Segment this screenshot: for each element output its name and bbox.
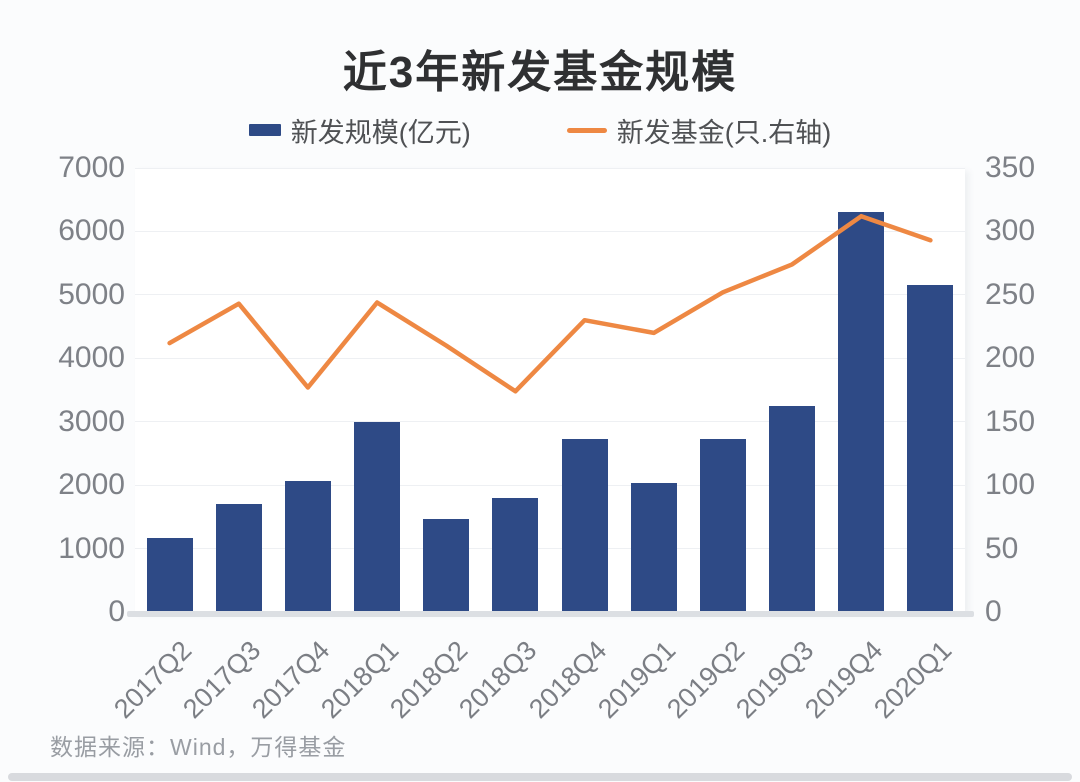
x-axis-label-2019Q3: 2019Q3 xyxy=(730,635,820,725)
gridline xyxy=(135,167,965,169)
source-note: 数据来源：Wind，万得基金 xyxy=(50,734,347,760)
legend-item-line-series: 新发基金(只.右轴) xyxy=(566,111,832,150)
gridline xyxy=(135,230,965,232)
left-axis-tick-label: 1000 xyxy=(58,531,125,565)
left-axis-tick-label: 0 xyxy=(108,595,125,628)
legend-item-bar-series: 新发规模(亿元) xyxy=(248,111,471,150)
x-axis-label-2017Q2: 2017Q2 xyxy=(107,635,197,725)
bottom-divider xyxy=(8,773,1072,781)
line-series-path xyxy=(167,213,933,394)
line-series-label: 新发基金(只.右轴) xyxy=(616,117,832,148)
x-axis-labels: 2017Q2 2017Q3 2017Q4 2018Q1 2018Q2 2018Q3 2018… xyxy=(108,617,965,724)
x-axis-label-2018Q3: 2018Q3 xyxy=(453,635,543,725)
right-axis-tick-label: 150 xyxy=(985,404,1036,438)
right-axis-tick-label: 300 xyxy=(985,214,1036,248)
right-axis-tick-label: 250 xyxy=(985,277,1036,311)
left-axis-tick-label: 4000 xyxy=(58,341,125,375)
bar-2018Q3 xyxy=(492,497,539,612)
gridline xyxy=(135,548,965,550)
bar-series-swatch xyxy=(248,124,281,136)
right-axis-tick-label: 0 xyxy=(985,595,1002,628)
left-axis-tick-label: 3000 xyxy=(58,404,125,438)
left-axis-tick-label: 7000 xyxy=(58,151,125,184)
bar-2019Q2 xyxy=(699,439,746,612)
left-axis-tick-label: 5000 xyxy=(58,277,125,311)
right-axis-tick-label: 50 xyxy=(985,531,1019,565)
bar-2017Q4 xyxy=(284,481,331,612)
left-axis-tick-label: 2000 xyxy=(58,468,125,502)
bar-2017Q2 xyxy=(146,538,193,612)
x-axis-label-2018Q1: 2018Q1 xyxy=(315,635,405,725)
bar-2019Q3 xyxy=(769,405,816,612)
right-axis-tick-label: 100 xyxy=(985,468,1036,502)
line-series xyxy=(167,213,933,394)
left-axis-tick-label: 6000 xyxy=(58,214,125,248)
bar-series-label: 新发规模(亿元) xyxy=(290,117,471,148)
bar-2017Q3 xyxy=(215,504,262,612)
bar-2018Q1 xyxy=(354,421,401,612)
bar-2019Q1 xyxy=(630,483,677,612)
chart-legend: 新发规模(亿元) 新发基金(只.右轴) xyxy=(0,112,1080,148)
chart-title: 近3年新发基金规模 xyxy=(342,48,738,97)
line-series-swatch xyxy=(566,127,607,133)
right-axis-tick-label: 200 xyxy=(985,341,1036,375)
bar-2018Q2 xyxy=(423,518,470,612)
x-axis-line xyxy=(127,611,974,617)
bar-2019Q4 xyxy=(838,212,885,612)
bar-2018Q4 xyxy=(561,439,608,612)
right-axis-tick-label: 350 xyxy=(985,151,1036,184)
x-axis-label-2018Q4: 2018Q4 xyxy=(522,635,612,725)
gridline xyxy=(135,294,965,296)
gridline xyxy=(135,421,965,423)
bar-2020Q1 xyxy=(907,285,954,612)
x-axis-label-2020Q1: 2020Q1 xyxy=(868,635,958,725)
gridline xyxy=(135,484,965,486)
plot-area xyxy=(135,167,965,612)
